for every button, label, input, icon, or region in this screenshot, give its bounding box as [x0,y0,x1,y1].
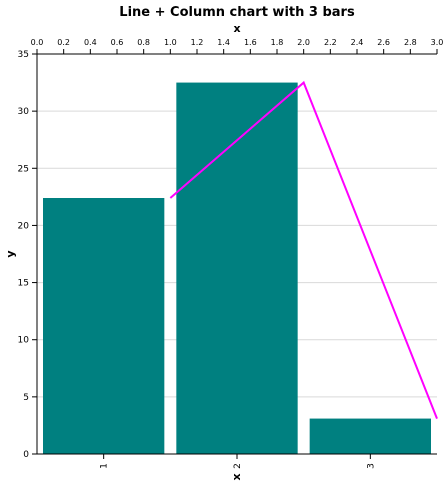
y-tick-label: 10 [18,336,30,346]
x-tick-label: 1 [100,463,110,469]
top-tick-label: 0.2 [57,38,70,47]
y-tick-label: 20 [18,221,30,231]
y-tick-label: 15 [18,279,29,289]
y-axis-title: y [4,250,17,257]
top-tick-label: 1.0 [164,38,177,47]
top-tick-label: 2.0 [297,38,310,47]
x-tick-label: 3 [366,463,376,469]
top-tick-label: 2.2 [324,38,337,47]
top-tick-label: 1.8 [271,38,284,47]
bar-series [43,82,431,455]
y-tick-label: 0 [23,450,29,460]
top-tick-label: 2.4 [351,38,364,47]
top-tick-label: 0.0 [31,38,44,47]
bar-3 [309,418,431,454]
y-tick-label: 25 [18,164,29,174]
y-tick-label: 30 [18,107,30,117]
top-tick-label: 2.8 [404,38,417,47]
line-path [169,80,438,419]
top-tick-label: 2.6 [377,38,390,47]
top-tick-label: 1.2 [191,38,204,47]
top-tick-label: 0.4 [84,38,97,47]
y-tick-label: 35 [18,50,29,60]
axes: 0 5 10 15 20 25 30 35 1 2 3 0.0 0.2 0.4 0.6 0.8 1.0 1.2 1.… [18,38,444,469]
chart-title: Line + Column chart with 3 bars [119,5,355,20]
bar-2 [176,82,298,455]
x-tick-label: 2 [233,463,243,469]
y-tick-label: 5 [23,393,29,403]
line-series [169,80,438,419]
top-tick-label: 0.6 [111,38,124,47]
top-tick-label: 0.8 [137,38,150,47]
x-axis-title: x [230,473,243,480]
top-tick-label: 3.0 [431,38,444,47]
top-tick-label: 1.6 [244,38,257,47]
top-tick-label: 1.4 [217,38,230,47]
bar-1 [43,198,165,454]
top-axis-title: x [233,22,240,35]
